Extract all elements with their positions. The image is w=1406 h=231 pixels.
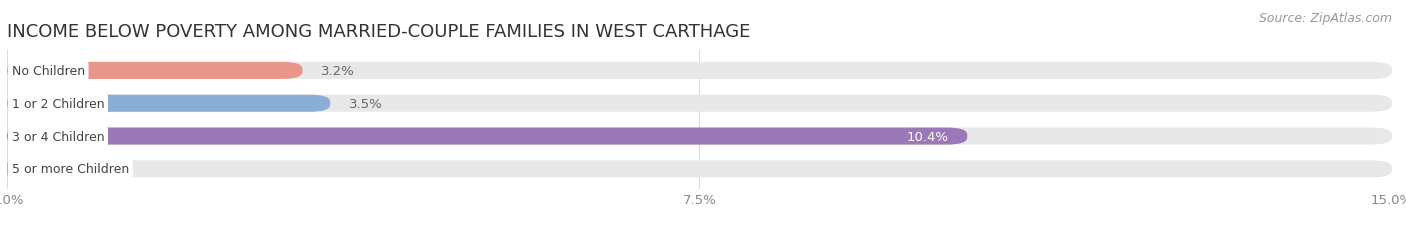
Text: INCOME BELOW POVERTY AMONG MARRIED-COUPLE FAMILIES IN WEST CARTHAGE: INCOME BELOW POVERTY AMONG MARRIED-COUPL… [7, 23, 751, 41]
FancyBboxPatch shape [7, 63, 302, 80]
Text: 5 or more Children: 5 or more Children [11, 163, 129, 176]
FancyBboxPatch shape [7, 128, 1392, 145]
Text: 3 or 4 Children: 3 or 4 Children [11, 130, 104, 143]
Text: 3.5%: 3.5% [349, 97, 382, 110]
FancyBboxPatch shape [7, 63, 1392, 80]
FancyBboxPatch shape [7, 161, 1392, 178]
FancyBboxPatch shape [7, 95, 330, 112]
Text: 1 or 2 Children: 1 or 2 Children [11, 97, 104, 110]
Text: Source: ZipAtlas.com: Source: ZipAtlas.com [1258, 12, 1392, 24]
Text: 0.0%: 0.0% [53, 163, 87, 176]
Text: No Children: No Children [11, 65, 84, 78]
FancyBboxPatch shape [7, 161, 35, 178]
FancyBboxPatch shape [7, 95, 1392, 112]
Text: 10.4%: 10.4% [907, 130, 949, 143]
FancyBboxPatch shape [7, 128, 967, 145]
Text: 3.2%: 3.2% [321, 65, 354, 78]
